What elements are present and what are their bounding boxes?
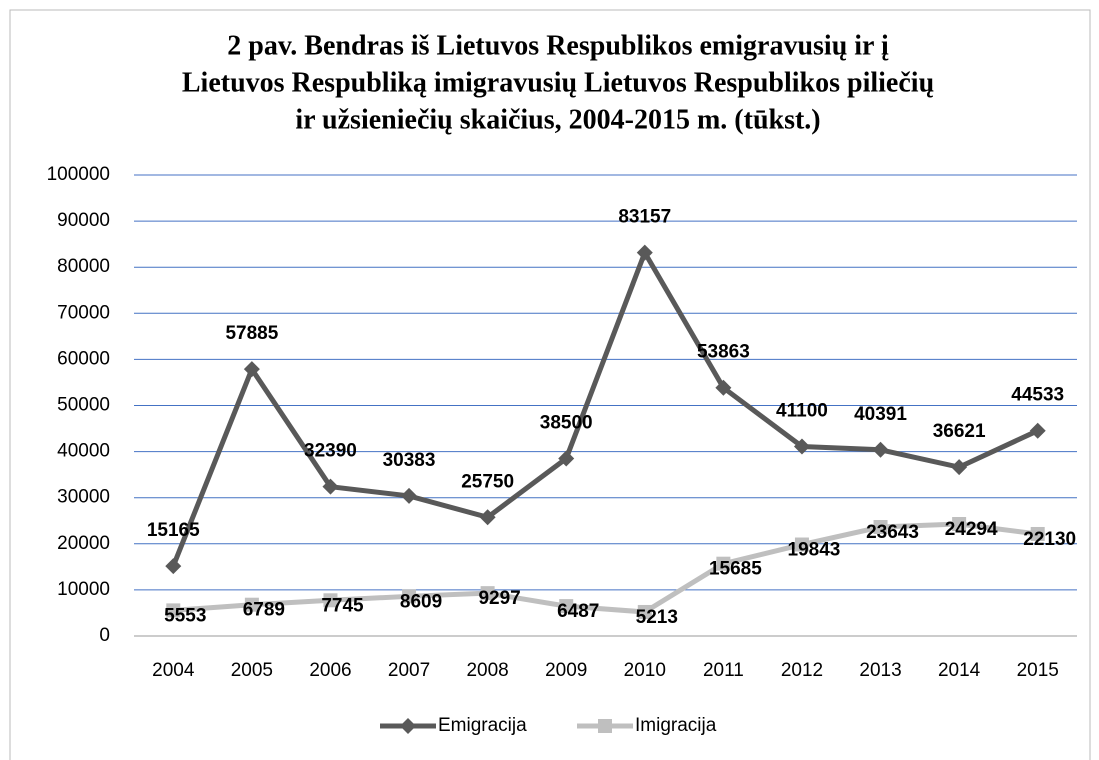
data-label: 6789 bbox=[243, 600, 285, 621]
marker bbox=[166, 603, 181, 618]
data-label: 25750 bbox=[461, 471, 514, 492]
marker bbox=[402, 589, 417, 604]
y-tick-label: 90000 bbox=[57, 210, 110, 231]
data-label: 24294 bbox=[945, 519, 998, 540]
x-tick-label: 2012 bbox=[781, 660, 823, 681]
marker bbox=[400, 718, 416, 734]
marker bbox=[951, 459, 968, 476]
data-label: 7745 bbox=[321, 595, 364, 616]
x-tick-label: 2006 bbox=[309, 660, 351, 681]
x-tick-label: 2008 bbox=[466, 660, 508, 681]
marker bbox=[322, 478, 339, 495]
data-label: 6487 bbox=[557, 601, 599, 622]
x-tick-label: 2013 bbox=[859, 660, 901, 681]
data-label: 19843 bbox=[788, 540, 841, 561]
series-line bbox=[173, 521, 1039, 615]
marker bbox=[244, 597, 259, 612]
marker bbox=[1029, 422, 1046, 439]
marker bbox=[794, 537, 809, 552]
marker bbox=[793, 438, 810, 455]
data-label: 5213 bbox=[636, 607, 678, 628]
marker bbox=[715, 379, 732, 396]
x-tick-label: 2009 bbox=[545, 660, 587, 681]
x-tick-label: 2010 bbox=[624, 660, 666, 681]
marker bbox=[873, 520, 888, 535]
y-tick-label: 20000 bbox=[57, 533, 110, 554]
data-label: 22130 bbox=[1023, 529, 1076, 550]
x-tick-label: 2005 bbox=[231, 660, 273, 681]
y-tick-label: 70000 bbox=[57, 302, 110, 323]
marker bbox=[401, 487, 418, 504]
chart-border bbox=[9, 9, 1091, 760]
marker bbox=[480, 586, 495, 601]
data-label: 30383 bbox=[383, 450, 436, 471]
marker bbox=[598, 719, 612, 733]
chart-title: ir užsieniečių skaičius, 2004-2015 m. (t… bbox=[295, 104, 820, 135]
data-label: 23643 bbox=[866, 522, 919, 543]
x-tick-label: 2015 bbox=[1017, 660, 1059, 681]
data-label: 32390 bbox=[304, 441, 357, 462]
y-tick-label: 50000 bbox=[57, 395, 110, 416]
legend-label: Emigracija bbox=[438, 715, 527, 736]
data-label: 53863 bbox=[697, 342, 750, 363]
data-label: 9297 bbox=[478, 588, 520, 609]
data-label: 8609 bbox=[400, 591, 442, 612]
y-tick-label: 100000 bbox=[47, 164, 110, 185]
marker bbox=[479, 509, 496, 526]
data-label: 15165 bbox=[147, 520, 200, 541]
y-tick-label: 80000 bbox=[57, 256, 110, 277]
marker bbox=[559, 599, 574, 614]
data-label: 5553 bbox=[164, 605, 206, 626]
chart-title: Lietuvos Respubliką imigravusių Lietuvos… bbox=[182, 67, 934, 98]
series-line bbox=[170, 246, 1039, 568]
marker bbox=[716, 556, 731, 571]
y-tick-label: 30000 bbox=[57, 487, 110, 508]
marker bbox=[558, 450, 575, 467]
x-tick-label: 2011 bbox=[703, 660, 744, 681]
legend-label: Imigracija bbox=[635, 715, 717, 736]
x-tick-label: 2014 bbox=[938, 660, 981, 681]
data-label: 38500 bbox=[540, 413, 593, 434]
data-label: 15685 bbox=[709, 559, 762, 580]
y-tick-label: 60000 bbox=[57, 348, 110, 369]
marker bbox=[636, 244, 653, 261]
chart-title: 2 pav. Bendras iš Lietuvos Respublikos e… bbox=[227, 30, 889, 61]
y-tick-label: 0 bbox=[99, 625, 110, 646]
marker bbox=[243, 361, 260, 378]
y-tick-label: 40000 bbox=[57, 441, 110, 462]
marker bbox=[952, 517, 967, 532]
marker bbox=[637, 604, 652, 619]
marker bbox=[872, 441, 889, 458]
marker bbox=[165, 558, 182, 575]
data-label: 83157 bbox=[618, 207, 671, 228]
marker bbox=[323, 593, 338, 608]
data-label: 41100 bbox=[776, 401, 828, 422]
x-tick-label: 2007 bbox=[388, 660, 430, 681]
y-tick-label: 10000 bbox=[57, 579, 110, 600]
data-label: 57885 bbox=[225, 323, 278, 344]
x-tick-label: 2004 bbox=[152, 660, 195, 681]
data-label: 44533 bbox=[1011, 385, 1064, 406]
marker bbox=[1030, 526, 1045, 541]
data-label: 36621 bbox=[933, 421, 986, 442]
data-label: 40391 bbox=[854, 404, 907, 425]
